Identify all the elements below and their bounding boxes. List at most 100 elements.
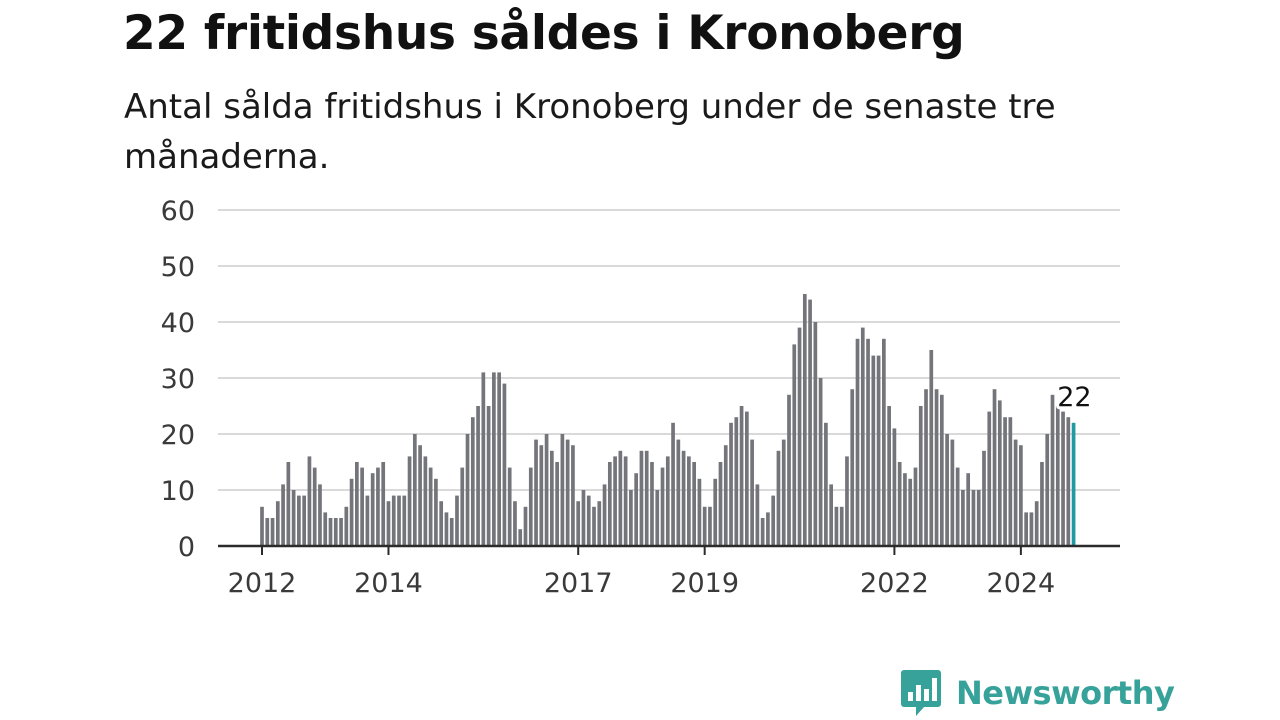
- bar: [797, 327, 802, 546]
- bar: [286, 462, 291, 546]
- y-tick-label: 40: [161, 308, 195, 339]
- bar: [871, 355, 876, 546]
- bar: [534, 439, 538, 546]
- bar: [665, 456, 670, 546]
- x-tick-label: 2014: [354, 568, 423, 599]
- bar: [281, 484, 285, 546]
- x-tick-label: 2022: [860, 568, 929, 599]
- bar: [997, 400, 1002, 546]
- bar: [602, 484, 607, 546]
- bar: [565, 439, 570, 546]
- bar: [697, 478, 702, 546]
- bar: [465, 434, 470, 546]
- bar: [655, 490, 660, 546]
- bar: [349, 478, 354, 546]
- bar: [776, 450, 781, 546]
- bar: [708, 506, 712, 546]
- bar: [507, 467, 512, 546]
- bar: [312, 467, 317, 546]
- bar: [650, 462, 654, 546]
- bar: [1034, 501, 1039, 546]
- bar: [528, 467, 533, 546]
- bar: [386, 501, 391, 546]
- bar: [824, 422, 828, 546]
- bar: [476, 406, 480, 546]
- bar: [692, 462, 696, 546]
- bar: [897, 462, 902, 546]
- bar: [987, 411, 992, 546]
- bar: [360, 467, 364, 546]
- bar: [550, 450, 554, 546]
- bar: [792, 344, 797, 546]
- bar: [934, 389, 939, 546]
- bar: [560, 434, 565, 546]
- bar: [913, 467, 918, 546]
- bar: [1061, 411, 1065, 546]
- bar: [676, 439, 681, 546]
- y-tick-label: 30: [161, 364, 195, 395]
- bar: [486, 406, 491, 546]
- bar: [402, 495, 407, 546]
- bar: [455, 495, 459, 546]
- bar: [961, 490, 965, 546]
- bar: [760, 518, 765, 546]
- bar: [586, 495, 591, 546]
- bar: [576, 501, 581, 546]
- y-tick-label: 20: [161, 420, 195, 451]
- x-tick-label: 2017: [544, 568, 613, 599]
- bar: [882, 338, 886, 546]
- bar: [744, 411, 749, 546]
- bar: [702, 506, 707, 546]
- bar: [344, 506, 349, 546]
- bar: [945, 434, 949, 546]
- bar: [555, 462, 559, 546]
- bar: [1024, 512, 1028, 546]
- chart-title: 22 fritidshus såldes i Kronoberg: [123, 6, 965, 61]
- bar: [518, 529, 523, 546]
- bar: [428, 467, 433, 546]
- bar: [607, 462, 612, 546]
- bar: [571, 445, 575, 546]
- bar: [439, 501, 444, 546]
- bar: [260, 506, 264, 546]
- bar: [687, 456, 691, 546]
- bar: [365, 495, 370, 546]
- x-tick-label: 2024: [987, 568, 1056, 599]
- bar: [718, 462, 723, 546]
- bar: [333, 518, 338, 546]
- newsworthy-logo-text: Newsworthy: [956, 674, 1175, 712]
- bar: [407, 456, 412, 546]
- bar: [982, 450, 986, 546]
- bar: [291, 490, 296, 546]
- bar: [713, 478, 718, 546]
- bar: [750, 439, 754, 546]
- bar: [876, 355, 881, 546]
- bar: [418, 445, 422, 546]
- bar: [729, 422, 733, 546]
- bar: [307, 456, 312, 546]
- bar: [671, 422, 675, 546]
- bar: [903, 473, 907, 546]
- bar: [808, 299, 812, 546]
- bar: [924, 389, 928, 546]
- bar: [734, 417, 739, 546]
- gridlines: [218, 209, 1120, 491]
- bar: [355, 462, 359, 546]
- bar: [866, 338, 870, 546]
- bar: [908, 478, 913, 546]
- bar: [497, 372, 501, 546]
- bar: [887, 406, 891, 546]
- bar: [544, 434, 549, 546]
- bar: [834, 506, 839, 546]
- y-tick-label: 0: [178, 532, 195, 563]
- bar: [771, 495, 776, 546]
- bar: [297, 495, 301, 546]
- bar: [1008, 417, 1013, 546]
- newsworthy-logo-icon: [901, 670, 941, 716]
- bar: [270, 518, 275, 546]
- bar: [639, 450, 644, 546]
- bar: [449, 518, 454, 546]
- y-tick-label: 10: [161, 476, 195, 507]
- bar: [955, 467, 960, 546]
- y-axis: 0 10 20 30 40 50 60: [161, 196, 195, 563]
